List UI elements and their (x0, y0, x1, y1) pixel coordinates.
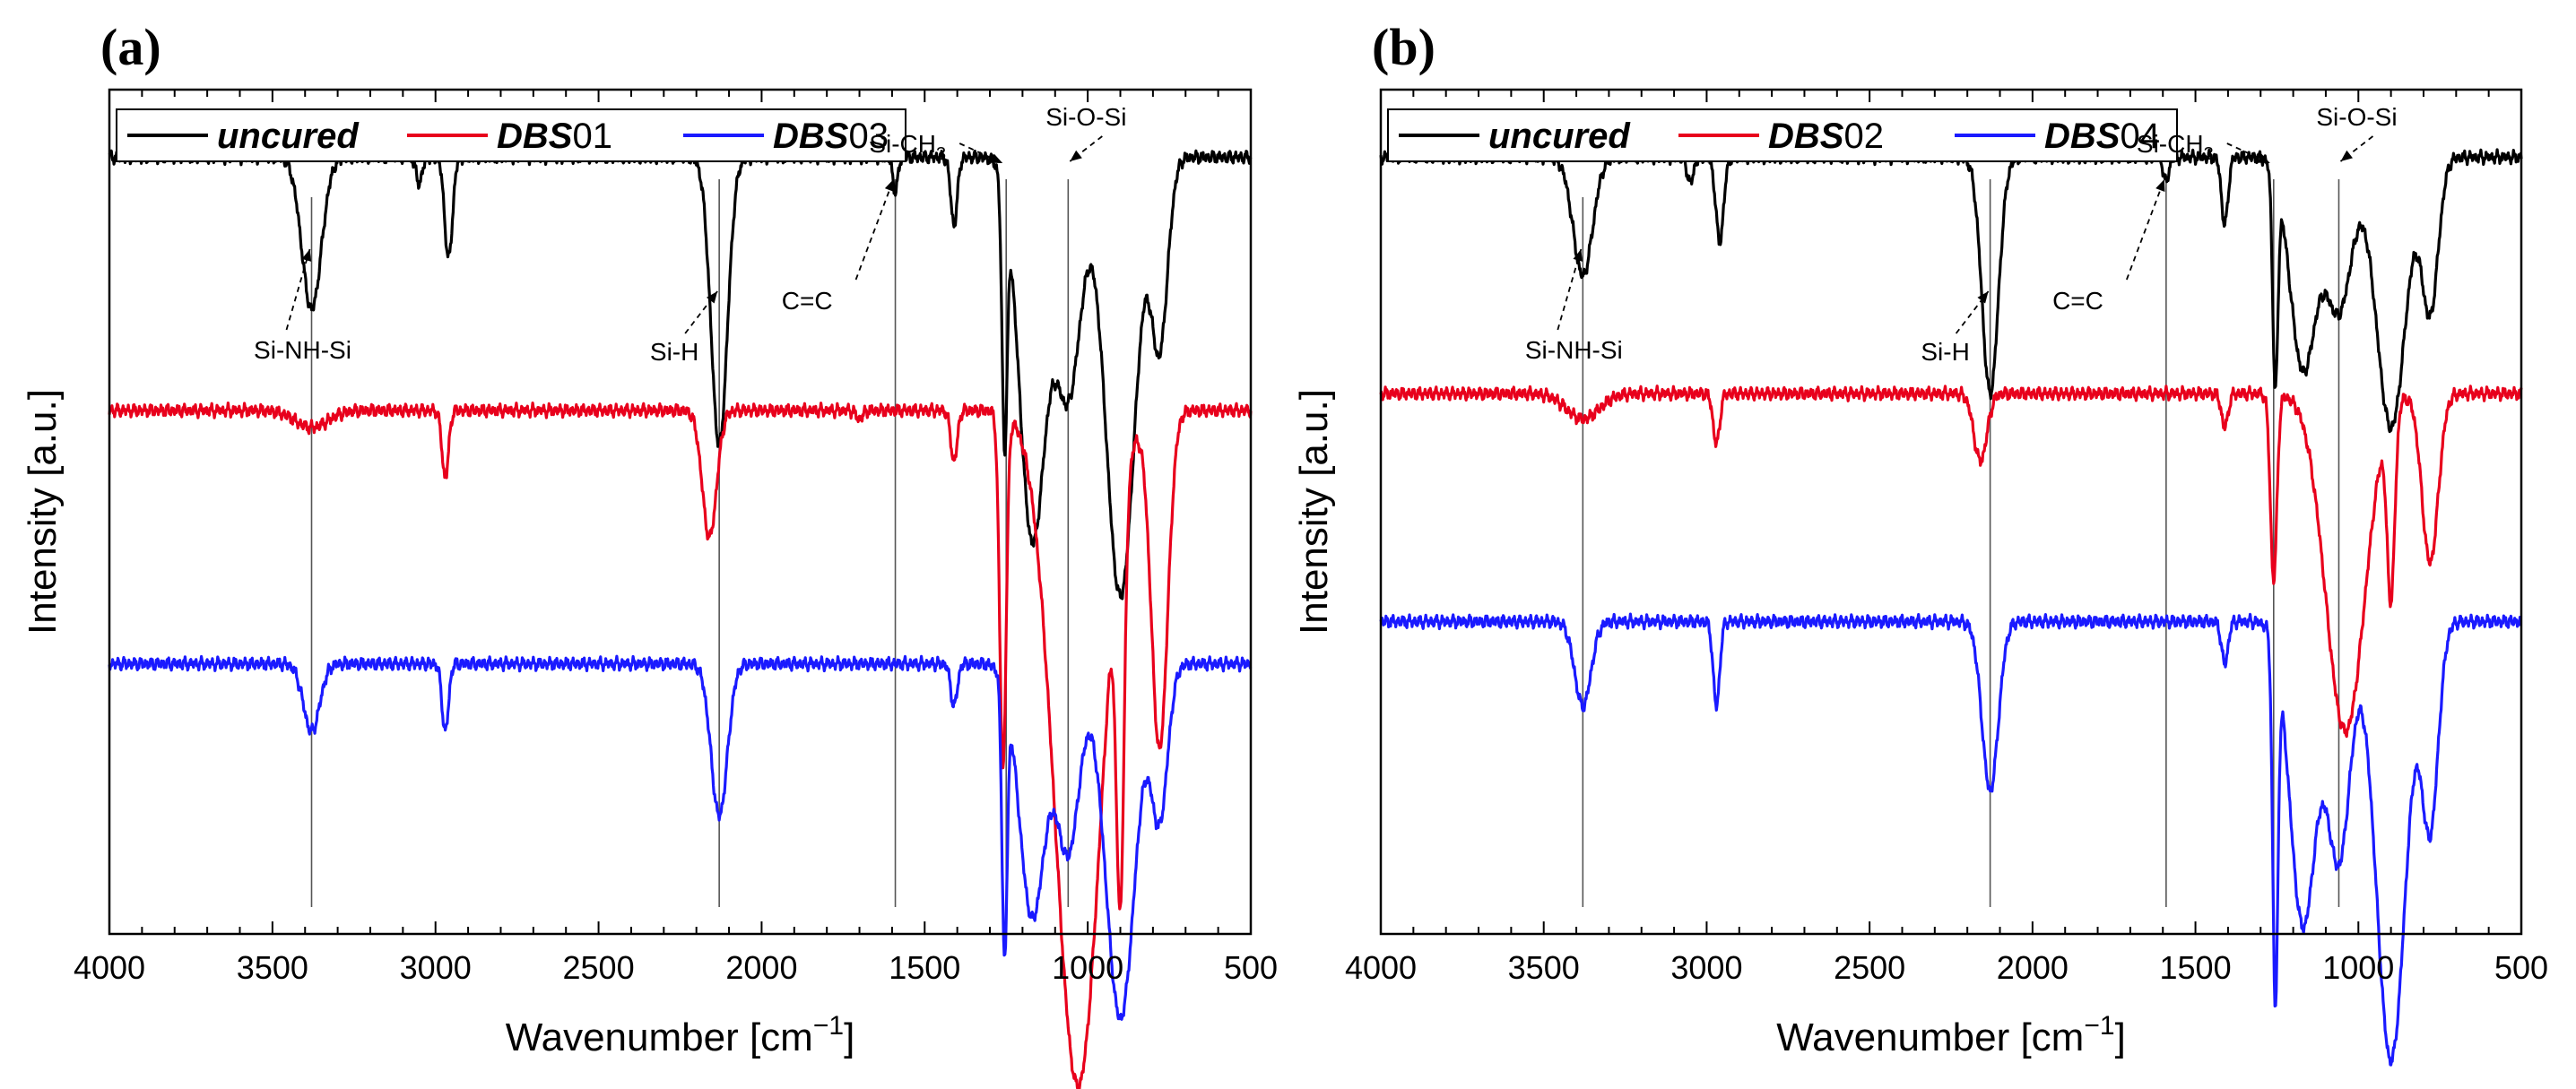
annotation-arrowhead (2257, 153, 2270, 163)
annotation-arrowhead (2155, 179, 2165, 192)
legend-label: DBS01 (497, 117, 612, 156)
x-tick-label: 4000 (1345, 949, 1417, 986)
y-axis-label: Intensity [a.u.] (21, 389, 65, 635)
x-axis-label: Wavenumber [cm−1] (1776, 1011, 2126, 1059)
x-tick-label: 1000 (2322, 949, 2394, 986)
annotation-arrowhead (990, 153, 1003, 163)
legend-box (116, 108, 906, 162)
annotation-arrowhead (301, 249, 312, 262)
legend-label: DBS04 (2044, 117, 2160, 156)
series-line-dbs01 (108, 402, 1253, 1089)
panel-b: (b) 4000 3500 3000 2500 2000 1500 1000 500 Wavenu… (1292, 18, 2548, 1067)
x-tick-label: 2500 (1834, 949, 1905, 986)
panel-a: (a) 4000 3500 3000 2500 2000 1500 1000 500 Wavenu… (21, 18, 1278, 1089)
x-tick-label: 4000 (74, 949, 145, 986)
peak-annotation: Si-CH3 (869, 130, 946, 164)
annotation-arrowhead (884, 179, 895, 192)
x-axis-label: Wavenumber [cm−1] (506, 1011, 855, 1059)
legend-label: DBS03 (773, 117, 889, 156)
peak-annotation: Si-NH-Si (254, 336, 351, 364)
x-tick-label: 1500 (2160, 949, 2232, 986)
peak-annotation: Si-H (650, 338, 698, 366)
x-tick-label: 2000 (1997, 949, 2069, 986)
peak-annotation: Si-NH-Si (1525, 336, 1623, 364)
peak-annotation: C=C (2052, 287, 2103, 315)
series-line-uncured (108, 148, 1253, 601)
legend-label: uncured (1488, 117, 1631, 156)
legend-label: uncured (217, 117, 360, 156)
series-line-dbs02 (1379, 385, 2523, 739)
x-tick-label: 2000 (725, 949, 797, 986)
x-tick-label: 500 (1224, 949, 1278, 986)
peak-annotation: Si-O-Si (1045, 103, 1126, 131)
annotation-arrow (2126, 178, 2165, 281)
x-tick-label: 1000 (1052, 949, 1123, 986)
peak-annotation: Si-H (1921, 338, 1969, 366)
legend-label: DBS02 (1768, 117, 1884, 156)
peak-annotation: C=C (782, 287, 833, 315)
plot-frame (1379, 88, 2523, 936)
annotation-arrowhead (2340, 150, 2354, 161)
annotation-arrow (1557, 248, 1583, 331)
peak-annotation: Si-CH3 (2137, 130, 2214, 164)
annotation-arrowhead (706, 291, 718, 304)
annotation-arrow (285, 248, 311, 331)
annotation-arrow (854, 178, 895, 281)
panel-label: (a) (100, 18, 161, 76)
legend-box (1387, 108, 2178, 162)
panel-label: (b) (1372, 18, 1435, 76)
x-tick-label: 3000 (400, 949, 472, 986)
annotation-arrowhead (1977, 291, 1989, 304)
x-tick-label: 3500 (1508, 949, 1580, 986)
series-line-dbs04 (1379, 612, 2522, 1067)
series-line-dbs03 (108, 654, 1253, 1021)
x-tick-label: 3500 (237, 949, 308, 986)
annotation-arrowhead (1070, 150, 1082, 161)
x-tick-label: 2500 (563, 949, 635, 986)
plot-frame (108, 88, 1253, 936)
y-axis-label: Intensity [a.u.] (1292, 389, 1336, 635)
x-tick-label: 500 (2494, 949, 2548, 986)
annotation-arrowhead (1573, 249, 1583, 262)
peak-annotation: Si-O-Si (2316, 103, 2397, 131)
x-tick-label: 3000 (1670, 949, 1742, 986)
x-tick-label: 1500 (889, 949, 960, 986)
